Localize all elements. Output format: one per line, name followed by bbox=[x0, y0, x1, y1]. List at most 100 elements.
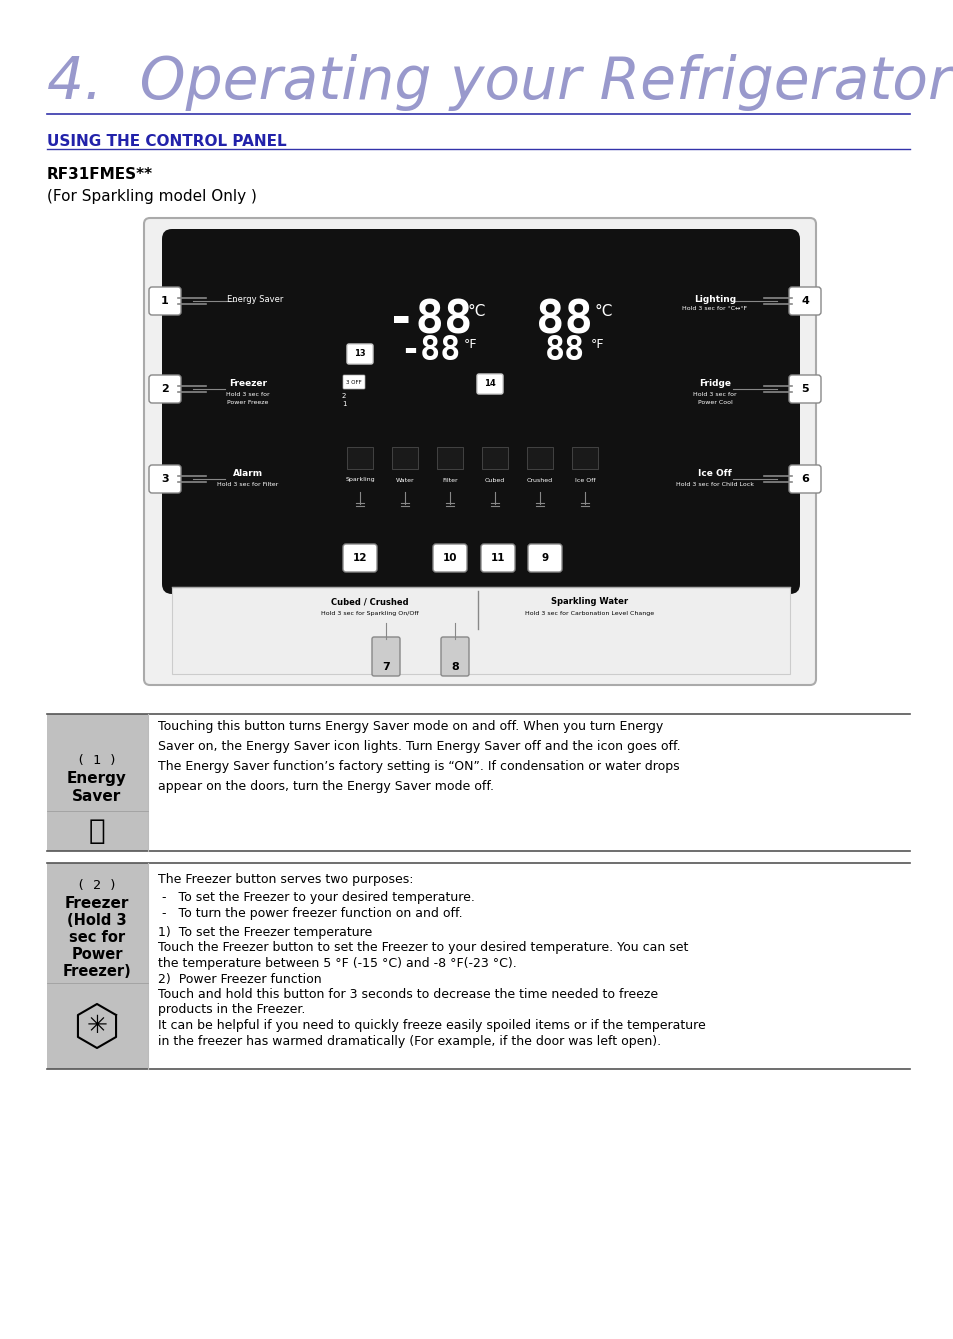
Text: 🔌: 🔌 bbox=[89, 817, 105, 845]
Text: °F: °F bbox=[463, 337, 477, 351]
Text: Water: Water bbox=[395, 478, 414, 482]
Text: Hold 3 sec for °C↔°F: Hold 3 sec for °C↔°F bbox=[681, 307, 747, 312]
Text: Hold 3 sec for: Hold 3 sec for bbox=[226, 391, 270, 396]
FancyBboxPatch shape bbox=[788, 287, 821, 315]
Text: Filter: Filter bbox=[442, 478, 457, 482]
Text: 1)  To set the Freezer temperature: 1) To set the Freezer temperature bbox=[158, 927, 372, 939]
Text: Saver: Saver bbox=[72, 789, 121, 803]
FancyBboxPatch shape bbox=[527, 544, 561, 572]
Text: Ice Off: Ice Off bbox=[574, 478, 595, 482]
Text: °C: °C bbox=[595, 304, 613, 319]
Text: It can be helpful if you need to quickly freeze easily spoiled items or if the t: It can be helpful if you need to quickly… bbox=[158, 1019, 705, 1032]
Text: (For Sparkling model Only ): (For Sparkling model Only ) bbox=[47, 189, 256, 204]
FancyBboxPatch shape bbox=[433, 544, 467, 572]
Text: 2)  Power Freezer function: 2) Power Freezer function bbox=[158, 972, 321, 986]
FancyBboxPatch shape bbox=[47, 714, 148, 852]
FancyBboxPatch shape bbox=[347, 447, 373, 469]
Text: °C: °C bbox=[468, 304, 486, 319]
Text: 9: 9 bbox=[541, 553, 548, 562]
Text: Sparkling Water: Sparkling Water bbox=[551, 597, 628, 607]
Text: ✳: ✳ bbox=[87, 1014, 108, 1038]
Text: Hold 3 sec for Filter: Hold 3 sec for Filter bbox=[217, 482, 278, 486]
Text: Power Cool: Power Cool bbox=[697, 400, 732, 406]
FancyBboxPatch shape bbox=[162, 229, 800, 595]
Text: 5: 5 bbox=[801, 384, 808, 394]
Text: 6: 6 bbox=[801, 474, 808, 483]
Text: 4.  Operating your Refrigerator: 4. Operating your Refrigerator bbox=[47, 54, 951, 111]
FancyBboxPatch shape bbox=[343, 375, 365, 390]
Text: ( 2 ): ( 2 ) bbox=[77, 878, 117, 892]
Text: in the freezer has warmed dramatically (For example, if the door was left open).: in the freezer has warmed dramatically (… bbox=[158, 1035, 660, 1047]
Text: ( 1 ): ( 1 ) bbox=[77, 754, 117, 767]
Text: 2: 2 bbox=[341, 394, 346, 399]
Text: Cubed: Cubed bbox=[484, 478, 504, 482]
Text: Energy: Energy bbox=[67, 771, 127, 786]
FancyBboxPatch shape bbox=[476, 374, 502, 394]
FancyBboxPatch shape bbox=[480, 544, 515, 572]
Text: Freezer): Freezer) bbox=[63, 964, 132, 979]
Text: 88: 88 bbox=[536, 299, 593, 344]
Text: 2: 2 bbox=[161, 384, 169, 394]
FancyBboxPatch shape bbox=[343, 544, 376, 572]
Text: Power Freeze: Power Freeze bbox=[227, 400, 269, 406]
Text: 1: 1 bbox=[341, 400, 346, 407]
Text: Touching this button turns Energy Saver mode on and off. When you turn Energy
Sa: Touching this button turns Energy Saver … bbox=[158, 720, 679, 793]
Text: 8: 8 bbox=[451, 661, 458, 672]
FancyBboxPatch shape bbox=[481, 447, 507, 469]
Text: 7: 7 bbox=[382, 661, 390, 672]
Text: RF31FMES**: RF31FMES** bbox=[47, 167, 153, 182]
FancyBboxPatch shape bbox=[149, 465, 181, 493]
Text: the temperature between 5 °F (-15 °C) and -8 °F(-23 °C).: the temperature between 5 °F (-15 °C) an… bbox=[158, 957, 517, 969]
Text: Hold 3 sec for Sparkling On/Off: Hold 3 sec for Sparkling On/Off bbox=[321, 611, 418, 616]
Text: The Freezer button serves two purposes:: The Freezer button serves two purposes: bbox=[158, 873, 413, 886]
Text: Freezer: Freezer bbox=[65, 896, 129, 911]
Text: 3: 3 bbox=[161, 474, 169, 483]
Text: °F: °F bbox=[590, 337, 604, 351]
Text: 88: 88 bbox=[544, 335, 584, 367]
Text: Touch the Freezer button to set the Freezer to your desired temperature. You can: Touch the Freezer button to set the Free… bbox=[158, 941, 688, 955]
FancyBboxPatch shape bbox=[149, 287, 181, 315]
Text: 11: 11 bbox=[490, 553, 505, 562]
FancyBboxPatch shape bbox=[440, 637, 469, 676]
FancyBboxPatch shape bbox=[788, 465, 821, 493]
Text: 3 OFF: 3 OFF bbox=[346, 379, 361, 384]
Text: Crushed: Crushed bbox=[526, 478, 553, 482]
Text: 1: 1 bbox=[161, 296, 169, 307]
Text: Hold 3 sec for Child Lock: Hold 3 sec for Child Lock bbox=[676, 482, 753, 486]
Text: Energy Saver: Energy Saver bbox=[227, 295, 283, 304]
Text: Ice Off: Ice Off bbox=[698, 470, 731, 478]
Text: 10: 10 bbox=[442, 553, 456, 562]
Text: Power: Power bbox=[71, 947, 123, 961]
Text: -   To turn the power freezer function on and off.: - To turn the power freezer function on … bbox=[162, 907, 462, 920]
Text: Cubed / Crushed: Cubed / Crushed bbox=[331, 597, 409, 607]
FancyBboxPatch shape bbox=[372, 637, 399, 676]
FancyBboxPatch shape bbox=[149, 375, 181, 403]
Text: Sparkling: Sparkling bbox=[345, 478, 375, 482]
FancyBboxPatch shape bbox=[788, 375, 821, 403]
FancyBboxPatch shape bbox=[144, 218, 815, 686]
Text: 13: 13 bbox=[354, 349, 365, 359]
Text: USING THE CONTROL PANEL: USING THE CONTROL PANEL bbox=[47, 134, 286, 149]
Text: Touch and hold this button for 3 seconds to decrease the time needed to freeze: Touch and hold this button for 3 seconds… bbox=[158, 988, 658, 1002]
Text: -88: -88 bbox=[387, 299, 473, 344]
Text: -88: -88 bbox=[399, 335, 459, 367]
FancyBboxPatch shape bbox=[436, 447, 462, 469]
FancyBboxPatch shape bbox=[392, 447, 417, 469]
Text: 12: 12 bbox=[353, 553, 367, 562]
Text: (Hold 3: (Hold 3 bbox=[67, 913, 127, 928]
Text: Hold 3 sec for Carbonation Level Change: Hold 3 sec for Carbonation Level Change bbox=[525, 611, 654, 616]
Text: sec for: sec for bbox=[69, 931, 125, 945]
Text: Fridge: Fridge bbox=[699, 379, 730, 388]
FancyBboxPatch shape bbox=[526, 447, 553, 469]
Text: Freezer: Freezer bbox=[229, 379, 267, 388]
Text: 4: 4 bbox=[801, 296, 808, 307]
Text: products in the Freezer.: products in the Freezer. bbox=[158, 1003, 305, 1016]
FancyBboxPatch shape bbox=[172, 586, 789, 674]
Text: Alarm: Alarm bbox=[233, 470, 263, 478]
Text: Hold 3 sec for: Hold 3 sec for bbox=[693, 391, 736, 396]
Text: 14: 14 bbox=[483, 379, 496, 388]
FancyBboxPatch shape bbox=[572, 447, 598, 469]
Text: -   To set the Freezer to your desired temperature.: - To set the Freezer to your desired tem… bbox=[162, 890, 475, 904]
FancyBboxPatch shape bbox=[347, 344, 373, 364]
Text: Lighting: Lighting bbox=[693, 295, 736, 304]
